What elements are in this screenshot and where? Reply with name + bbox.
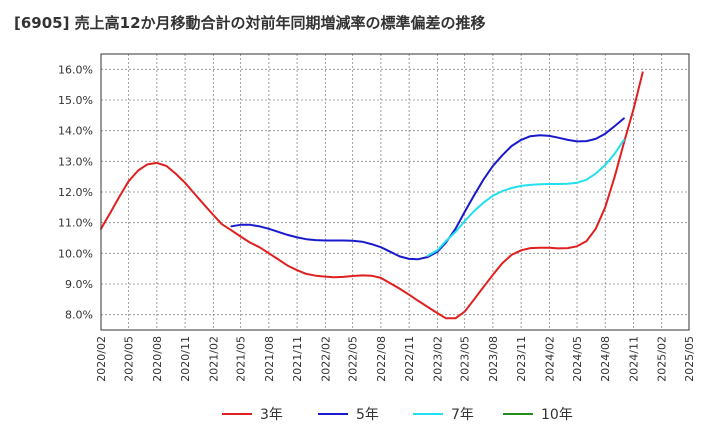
x-tick-label: 2023/08 — [487, 336, 500, 382]
y-tick-label: 11.0% — [58, 217, 93, 230]
series-line-1 — [230, 117, 625, 261]
legend-label-1: 5年 — [356, 407, 379, 423]
legend-label-3: 10年 — [541, 407, 573, 423]
x-tick-label: 2025/02 — [656, 336, 669, 382]
legend: 3年 5年 7年 10年 — [222, 407, 573, 423]
x-tick-label: 2023/02 — [431, 336, 444, 382]
x-tick-label: 2021/08 — [263, 336, 276, 382]
x-tick-label: 2022/02 — [319, 336, 332, 382]
x-tick-label: 2024/08 — [599, 336, 612, 382]
x-tick-label: 2023/11 — [515, 336, 528, 382]
y-tick-label: 14.0% — [58, 125, 93, 138]
y-tick-label: 13.0% — [58, 155, 93, 168]
chart-title: [6905] 売上高12か月移動合計の対前年同期増減率の標準偏差の推移 — [14, 14, 486, 32]
series-line-2 — [426, 138, 625, 257]
x-tick-label: 2022/11 — [403, 336, 416, 382]
y-tick-label: 10.0% — [58, 247, 93, 260]
x-tick-label: 2021/11 — [291, 336, 304, 382]
x-tick-label: 2024/11 — [627, 336, 640, 382]
y-tick-label: 12.0% — [58, 186, 93, 199]
x-tick-label: 2024/02 — [543, 336, 556, 382]
x-axis-ticks: 2020/02 2020/05 2020/08 2020/11 2021/02 2021/… — [95, 336, 696, 382]
x-tick-label: 2022/05 — [347, 336, 360, 382]
y-tick-label: 15.0% — [58, 94, 93, 107]
series-line-0 — [100, 71, 644, 320]
legend-label-2: 7年 — [451, 407, 474, 423]
y-tick-label: 8.0% — [65, 309, 93, 322]
grid-lines — [101, 54, 689, 330]
x-tick-label: 2021/05 — [235, 336, 248, 382]
x-tick-label: 2021/02 — [207, 336, 220, 382]
x-tick-label: 2022/08 — [375, 336, 388, 382]
y-tick-label: 9.0% — [65, 278, 93, 291]
legend-label-0: 3年 — [260, 407, 283, 423]
x-tick-label: 2024/05 — [571, 336, 584, 382]
x-tick-label: 2020/02 — [95, 336, 108, 382]
series-lines — [100, 71, 644, 320]
x-tick-label: 2025/05 — [683, 336, 696, 382]
x-tick-label: 2020/11 — [179, 336, 192, 382]
plot-border — [100, 53, 690, 331]
y-tick-label: 16.0% — [58, 63, 93, 76]
x-tick-label: 2020/05 — [123, 336, 136, 382]
x-tick-label: 2020/08 — [151, 336, 164, 382]
x-tick-label: 2023/05 — [459, 336, 472, 382]
y-axis-ticks: 8.0% 9.0% 10.0% 11.0% 12.0% 13.0% 14.0% 15.0% 16… — [58, 63, 93, 321]
